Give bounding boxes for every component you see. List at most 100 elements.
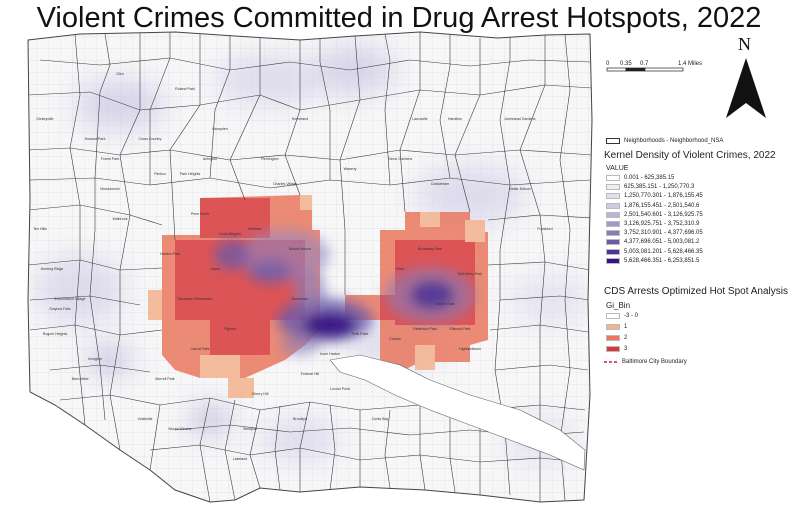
neighborhood-label: Westport xyxy=(243,427,257,431)
legend-boundary: Baltimore City Boundary xyxy=(604,359,687,365)
kde-class-swatch xyxy=(606,184,620,191)
neighborhood-label: Locust Point xyxy=(330,387,350,391)
kde-class-swatch xyxy=(606,175,620,181)
neighborhood-label: Cross Country xyxy=(139,137,162,141)
kde-class-row: 5,003,081.201 - 5,628,466.35 xyxy=(606,248,703,255)
scale-bar xyxy=(606,67,684,72)
map-title: Violent Crimes Committed in Drug Arrest … xyxy=(36,2,762,34)
scale-tick-1: 0.35 xyxy=(620,61,632,67)
kde-class-swatch xyxy=(606,211,620,218)
kde-class-label: 1,876,155.451 - 2,501,540.6 xyxy=(624,202,700,209)
hotspot-class-swatch xyxy=(606,313,620,319)
neighborhood-label: Ednor Gardens xyxy=(388,157,413,161)
neighborhood-label: Middle East xyxy=(436,302,455,306)
neighborhood-labels: Dickeyville Ten Hills Hunting Ridge Edmonds… xyxy=(33,72,552,461)
hotspot-class-row: 1 xyxy=(606,324,627,330)
neighborhood-label: Druid Heights xyxy=(219,232,241,236)
kde-class-row: 3,126,925.751 - 3,752,310.9 xyxy=(606,221,699,227)
neighborhood-label: Beechfield xyxy=(72,377,89,381)
neighborhood-label: Irvington xyxy=(88,357,102,361)
hotspot-class-swatch xyxy=(606,335,620,341)
hotspot-legend-field: Gi_Bin xyxy=(606,301,631,310)
neighborhood-label: Howard Park xyxy=(85,137,106,141)
neighborhood-label: Park Heights xyxy=(180,172,201,176)
north-arrow-letter: N xyxy=(738,34,751,54)
neighborhood-label: Midtown xyxy=(248,227,261,231)
neighborhood-label: Cherry Hill xyxy=(252,392,269,396)
neighborhood-label: Armistead Gardens xyxy=(505,117,536,121)
hotspot-class-row: -3 - 0 xyxy=(606,313,638,319)
neighborhood-label: McElderry Park xyxy=(458,272,483,276)
neighborhood-label: Mount Winans xyxy=(169,427,192,431)
scale-tick-0: 0 xyxy=(606,61,610,67)
north-arrow-icon xyxy=(726,58,766,118)
neighborhood-label: Hampden xyxy=(212,127,228,131)
neighborhood-label: Hamilton xyxy=(448,117,462,121)
neighborhood-label: Waverly xyxy=(344,167,357,171)
neighborhood-label: Mondawmin xyxy=(100,187,119,191)
boundary-label: Baltimore City Boundary xyxy=(622,359,687,365)
neighborhood-label: Lakeland xyxy=(233,457,248,461)
hotspot-class-label: 1 xyxy=(624,324,628,330)
kde-class-swatch xyxy=(606,221,620,227)
city-boundary-outline xyxy=(27,31,593,503)
neighborhood-label: Brooklyn xyxy=(293,417,307,421)
kde-legend-field: VALUE xyxy=(606,165,629,172)
neighborhood-label: Arlington xyxy=(203,157,217,161)
neighborhood-label: Pimlico xyxy=(154,172,166,176)
neighborhood-label: Homeland xyxy=(292,117,308,121)
hotspot-class-swatch xyxy=(606,324,620,330)
legend-neighborhoods: Neighborhoods - Neighborhood_NSA xyxy=(606,138,723,144)
neighborhood-label: Roland Park xyxy=(175,87,195,91)
neighborhood-label: Remington xyxy=(261,157,278,161)
kde-class-label: 2,501,540.601 - 3,126,925.75 xyxy=(624,211,703,218)
kde-class-row: 2,501,540.601 - 3,126,925.75 xyxy=(606,211,703,218)
neighborhood-label: Curtis Bay xyxy=(372,417,389,421)
kde-class-row: 4,377,696.051 - 5,003,081.2 xyxy=(606,239,699,246)
kde-class-label: 625,385.151 - 1,250,770.3 xyxy=(624,184,695,191)
kde-class-swatch xyxy=(606,257,620,264)
neighborhood-label: Frankford xyxy=(537,227,552,231)
harbor-water xyxy=(329,354,586,471)
hotspot-legend-title: CDS Arrests Optimized Hot Spot Analysis xyxy=(604,286,788,297)
kde-class-row: 3,752,310.901 - 4,377,696.05 xyxy=(606,230,703,237)
kde-class-swatch xyxy=(606,248,620,255)
neighborhood-label: Ten Hills xyxy=(33,227,47,231)
neighborhood-label: Sandtown-Winchester xyxy=(177,297,213,301)
neighborhood-label: Edmondson Village xyxy=(55,297,86,301)
boundary-swatch xyxy=(604,361,618,363)
neighborhood-label: Inner Harbor xyxy=(320,352,341,356)
neighborhood-label: Fells Point xyxy=(352,332,369,336)
neighborhood-label: Lauraville xyxy=(412,117,427,121)
hotspot-class-label: 2 xyxy=(624,335,628,341)
neighborhood-label: Ellwood Park xyxy=(450,327,471,331)
neighborhood-label: Belair-Edison xyxy=(509,187,530,191)
kde-class-label: 5,628,466.351 - 6,253,851.5 xyxy=(624,257,700,264)
neighborhood-swatch xyxy=(606,138,620,144)
kde-class-row: 625,385.151 - 1,250,770.3 xyxy=(606,184,695,191)
kde-class-label: 3,126,925.751 - 3,752,310.9 xyxy=(624,221,700,227)
neighborhood-label: Walbrook xyxy=(112,217,127,221)
kde-class-swatch xyxy=(606,202,620,209)
neighborhood-label: Harlem Park xyxy=(160,252,180,256)
neighborhood-label: Gwynns Falls xyxy=(49,307,71,311)
map-canvas: Dickeyville Ten Hills Hunting Ridge Edmonds… xyxy=(27,31,593,503)
hotspot-class-label: 3 xyxy=(624,346,628,352)
neighborhood-label: Oliver xyxy=(395,267,405,271)
kde-class-label: 1,250,770.301 - 1,876,155.45 xyxy=(624,193,703,200)
kernel-density-hotspots xyxy=(214,230,475,355)
kde-class-swatch xyxy=(606,230,620,237)
scale-tick-2: 0.7 xyxy=(640,61,649,67)
kde-class-row: 5,628,466.351 - 6,253,851.5 xyxy=(606,257,700,264)
kde-class-row: 1,876,155.451 - 2,501,540.6 xyxy=(606,202,700,209)
kde-class-row: 1,250,770.301 - 1,876,155.45 xyxy=(606,193,703,200)
kde-class-row: 0.001 - 625,385.15 xyxy=(606,175,674,181)
kde-class-label: 5,003,081.201 - 5,628,466.35 xyxy=(624,248,703,255)
neighborhood-label: Rognel Heights xyxy=(43,332,68,336)
neighborhoods-label: Neighborhoods - Neighborhood_NSA xyxy=(624,138,724,144)
neighborhood-label: Morrell Park xyxy=(155,377,175,381)
neighborhood-label: Federal Hill xyxy=(301,372,319,376)
neighborhood-label: Penn North xyxy=(191,212,209,216)
hotspot-class-label: -3 - 0 xyxy=(624,313,639,319)
scale-tick-3: 1.4 Miles xyxy=(678,61,703,67)
